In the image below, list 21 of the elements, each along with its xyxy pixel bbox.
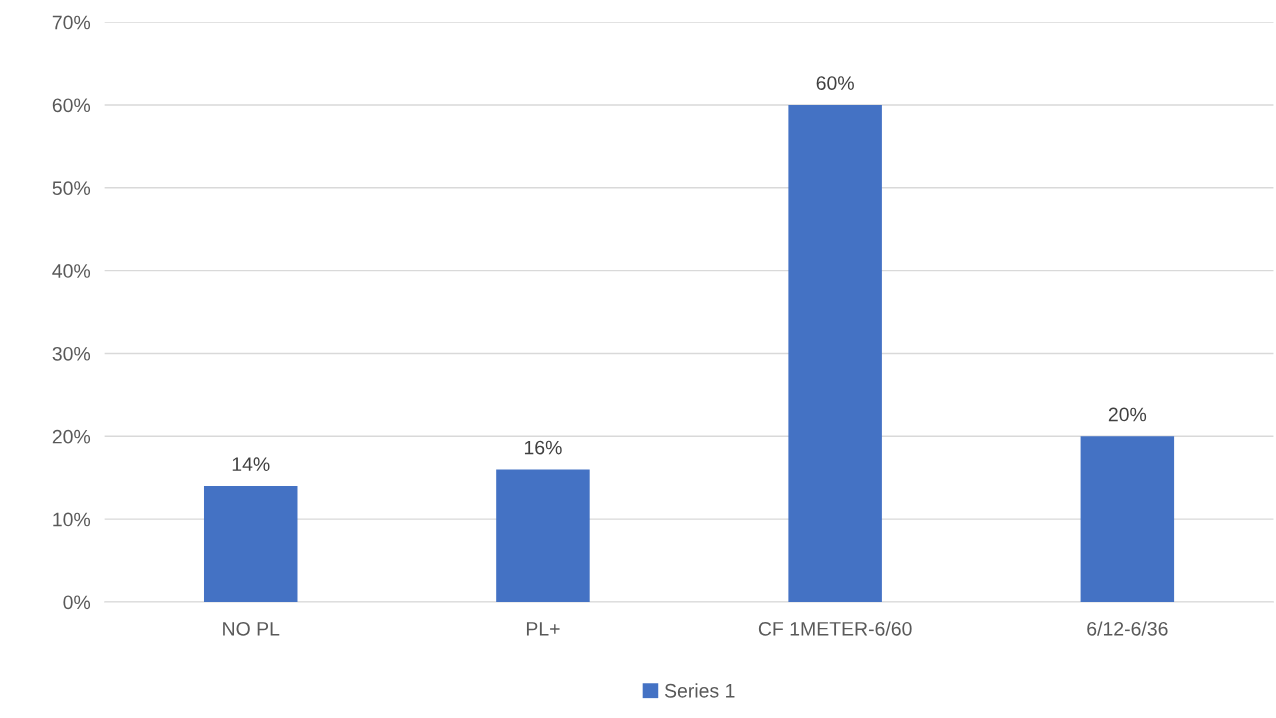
y-tick-label: 0% bbox=[63, 595, 91, 610]
bar bbox=[203, 486, 298, 602]
x-tick-label: PL+ bbox=[526, 622, 560, 636]
y-tick-label: 50% bbox=[52, 181, 91, 196]
y-tick-label: 40% bbox=[52, 264, 91, 278]
y-tick-label: 20% bbox=[52, 429, 91, 444]
y-tick-label: 70% bbox=[52, 15, 91, 30]
data-label: 20% bbox=[1108, 407, 1147, 422]
bar bbox=[496, 469, 590, 602]
x-tick-label: CF 1METER-6/60 bbox=[758, 621, 912, 636]
x-tick-label: 6/12-6/36 bbox=[1087, 621, 1168, 636]
legend-label: Series 1 bbox=[664, 683, 735, 698]
data-label: 14% bbox=[232, 457, 270, 471]
x-tick-label: NO PL bbox=[223, 621, 280, 636]
bar bbox=[788, 104, 882, 602]
data-label: 16% bbox=[524, 440, 562, 455]
y-tick-label: 10% bbox=[53, 512, 91, 527]
y-tick-label: 30% bbox=[52, 346, 91, 361]
y-tick-label: 60% bbox=[52, 98, 91, 113]
bar bbox=[1080, 436, 1175, 602]
data-label: 60% bbox=[816, 76, 854, 90]
